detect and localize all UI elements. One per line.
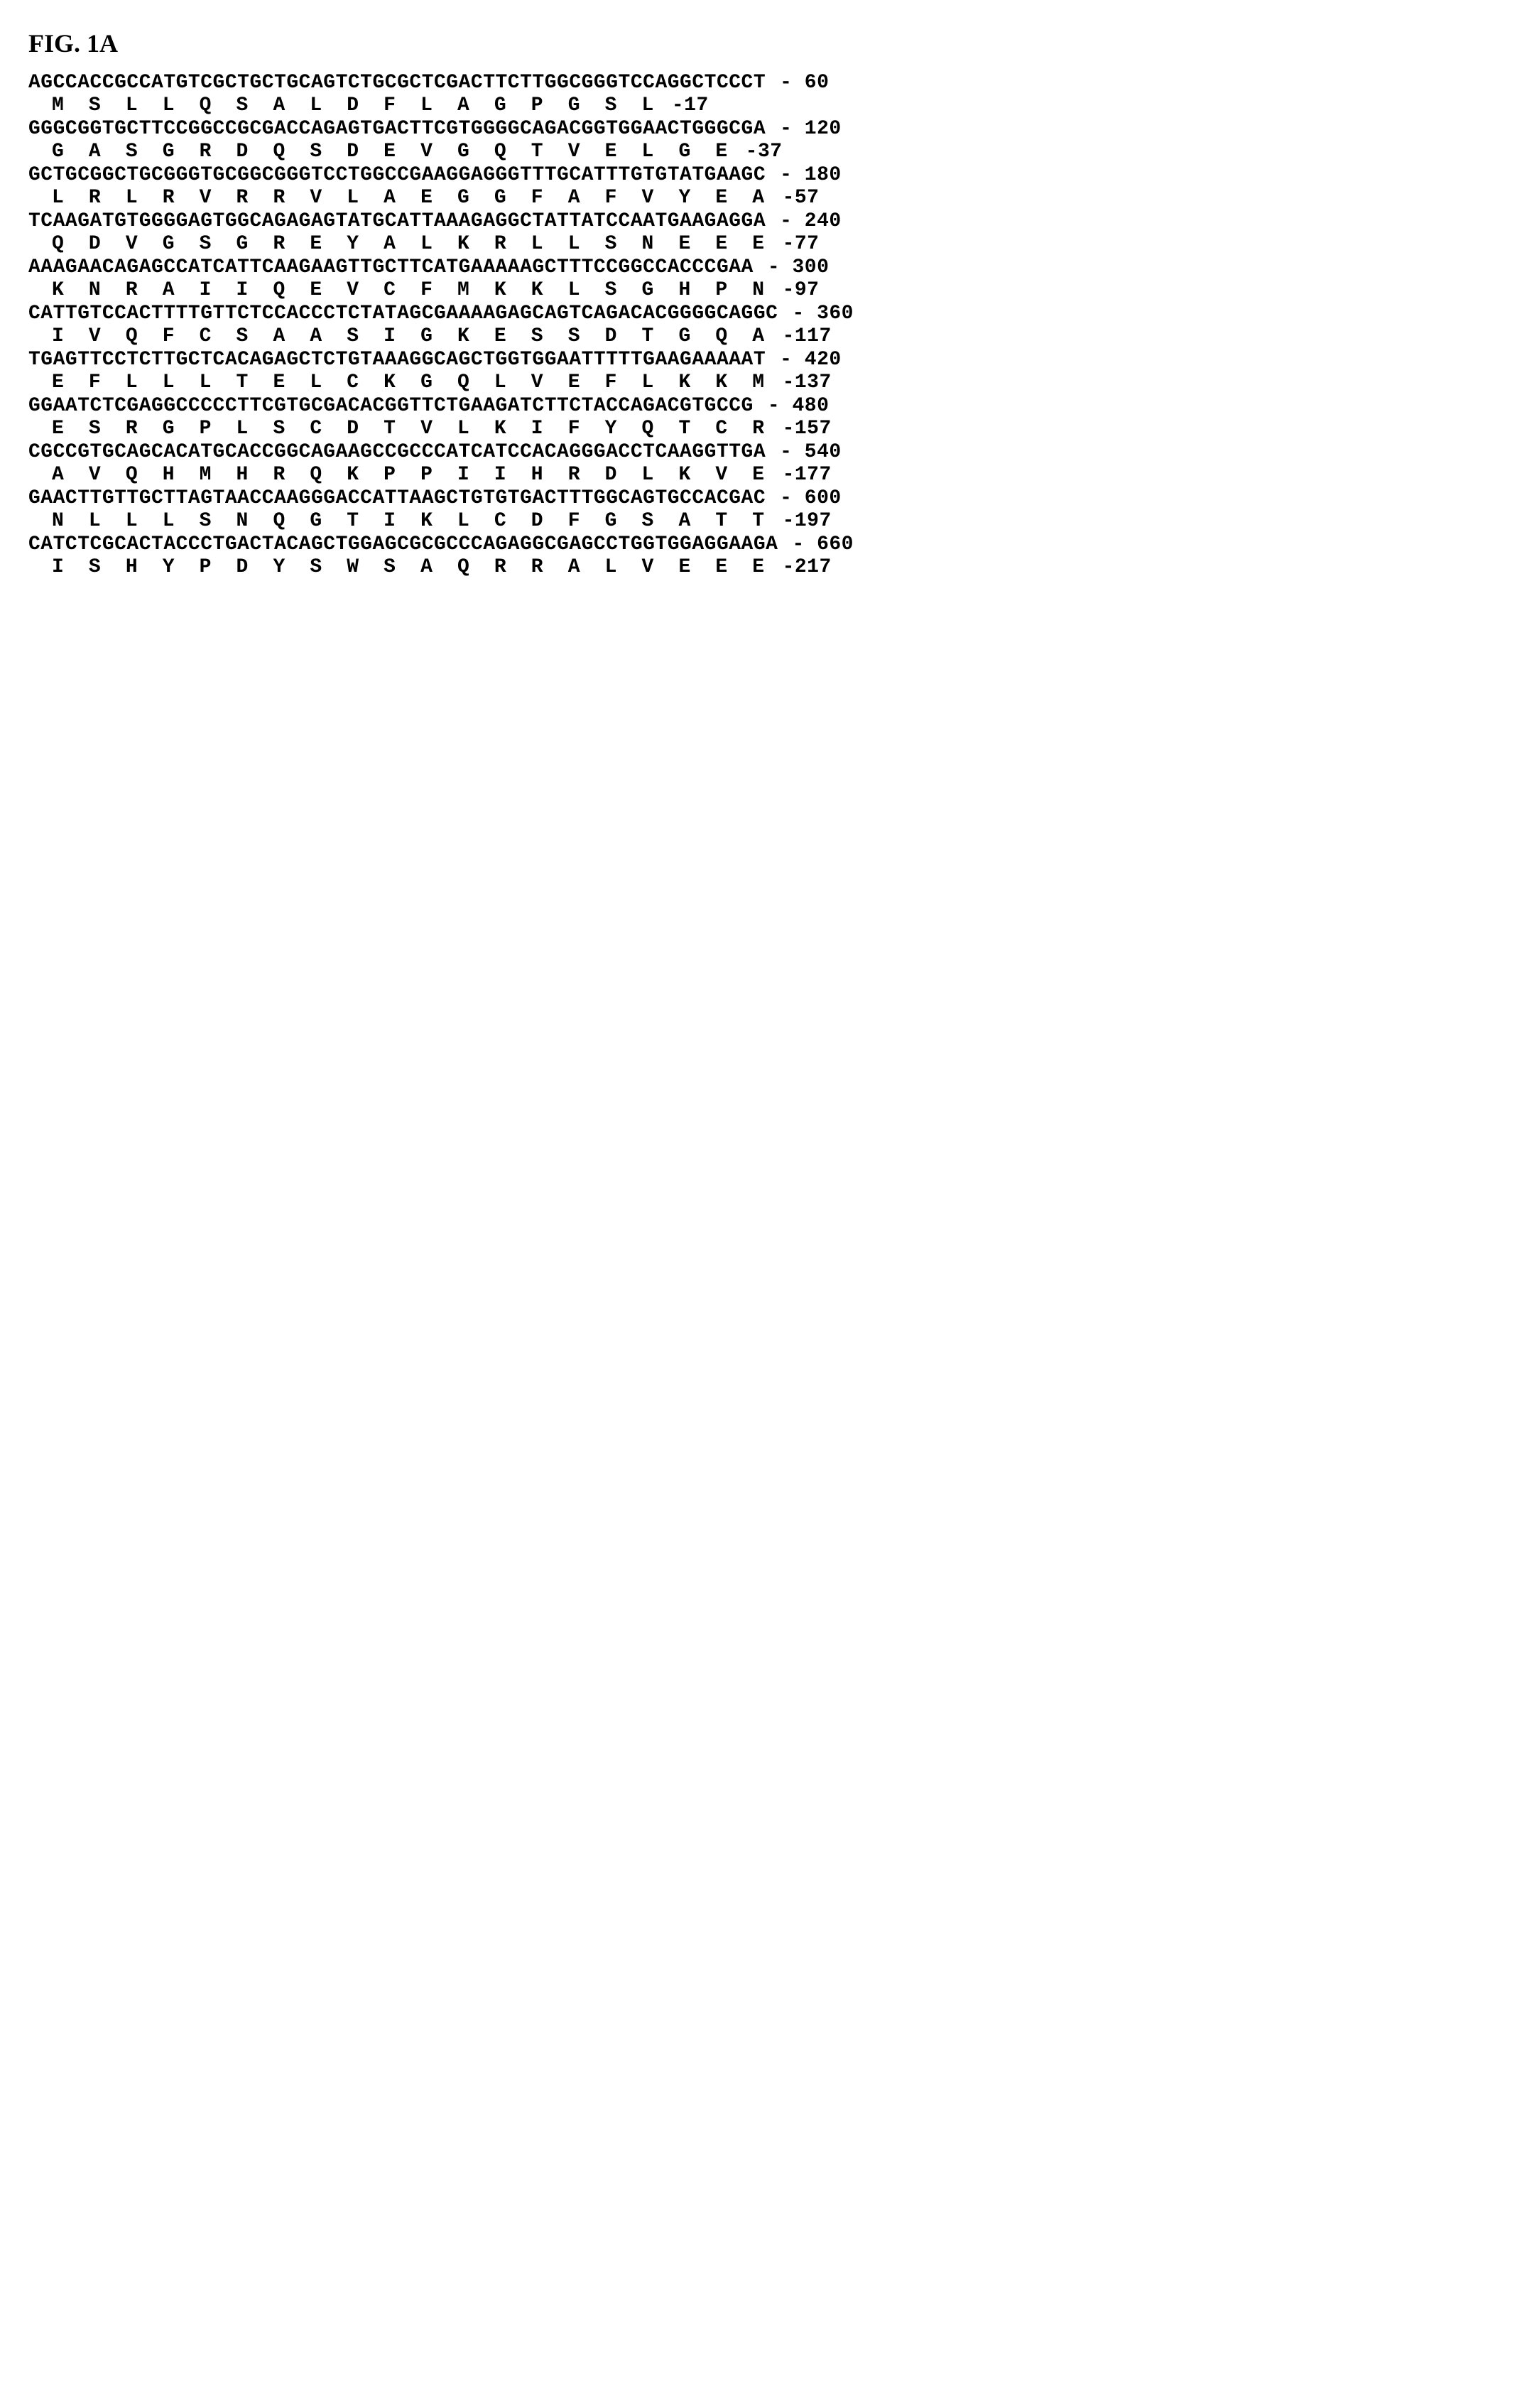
nucleotide-sequence: CATCTCGCACTACCCTGACTACAGCTGGAGCGCGCCCAGA… [28,534,778,556]
nucleotide-sequence: CGCCGTGCAGCACATGCACCGGCAGAAGCCGCCCATCATC… [28,442,766,464]
protein-sequence: Q D V G S G R E Y A L K R L L S N E E E [52,233,765,256]
sequence-pair: CATCTCGCACTACCCTGACTACAGCTGGAGCGCGCCCAGA… [28,534,1489,579]
nucleotide-sequence: AAAGAACAGAGCCATCATTCAAGAAGTTGCTTCATGAAAA… [28,257,754,279]
protein-position: -217 [783,556,832,579]
protein-position: -157 [783,418,832,440]
nucleotide-position: - 420 [780,349,842,371]
nucleotide-position: - 240 [780,211,842,233]
protein-sequence: G A S G R D Q S D E V G Q T V E L G E [52,141,728,163]
nucleotide-sequence: TCAAGATGTGGGGAGTGGCAGAGAGTATGCATTAAAGAGG… [28,211,766,233]
nucleotide-line: GAACTTGTTGCTTAGTAACCAAGGGACCATTAAGCTGTGT… [28,488,1489,510]
protein-line: E S R G P L S C D T V L K I F Y Q T C R-… [52,418,1489,440]
protein-position: -137 [783,371,832,394]
figure-label: FIG. 1A [28,28,1489,58]
nucleotide-line: AAAGAACAGAGCCATCATTCAAGAAGTTGCTTCATGAAAA… [28,257,1489,279]
nucleotide-sequence: CATTGTCCACTTTTGTTCTCCACCCTCTATAGCGAAAAGA… [28,303,778,325]
protein-position: -77 [783,233,820,256]
protein-sequence: N L L L S N Q G T I K L C D F G S A T T [52,510,765,533]
protein-line: I S H Y P D Y S W S A Q R R A L V E E E-… [52,556,1489,579]
nucleotide-line: GGGCGGTGCTTCCGGCCGCGACCAGAGTGACTTCGTGGGG… [28,119,1489,141]
protein-sequence: A V Q H M H R Q K P P I I H R D L K V E [52,464,765,487]
protein-position: -57 [783,187,820,210]
sequence-pair: AGCCACCGCCATGTCGCTGCTGCAGTCTGCGCTCGACTTC… [28,72,1489,117]
protein-line: L R L R V R R V L A E G G F A F V Y E A-… [52,187,1489,210]
nucleotide-line: CATCTCGCACTACCCTGACTACAGCTGGAGCGCGCCCAGA… [28,534,1489,556]
nucleotide-line: TGAGTTCCTCTTGCTCACAGAGCTCTGTAAAGGCAGCTGG… [28,349,1489,371]
nucleotide-sequence: GGGCGGTGCTTCCGGCCGCGACCAGAGTGACTTCGTGGGG… [28,119,766,141]
nucleotide-position: - 60 [780,72,829,94]
protein-sequence: L R L R V R R V L A E G G F A F V Y E A [52,187,765,210]
nucleotide-line: CATTGTCCACTTTTGTTCTCCACCCTCTATAGCGAAAAGA… [28,303,1489,325]
nucleotide-position: - 360 [792,303,854,325]
nucleotide-sequence: GAACTTGTTGCTTAGTAACCAAGGGACCATTAAGCTGTGT… [28,488,766,510]
protein-line: A V Q H M H R Q K P P I I H R D L K V E-… [52,464,1489,487]
nucleotide-line: TCAAGATGTGGGGAGTGGCAGAGAGTATGCATTAAAGAGG… [28,211,1489,233]
nucleotide-position: - 600 [780,488,842,510]
nucleotide-sequence: GGAATCTCGAGGCCCCCTTCGTGCGACACGGTTCTGAAGA… [28,396,754,418]
nucleotide-sequence: TGAGTTCCTCTTGCTCACAGAGCTCTGTAAAGGCAGCTGG… [28,349,766,371]
nucleotide-position: - 540 [780,442,842,464]
protein-position: -197 [783,510,832,533]
protein-line: G A S G R D Q S D E V G Q T V E L G E -37 [52,141,1489,163]
protein-sequence: I V Q F C S A A S I G K E S S D T G Q A [52,325,765,348]
sequence-pair: GCTGCGGCTGCGGGTGCGGCGGGTCCTGGCCGAAGGAGGG… [28,165,1489,210]
protein-sequence: M S L L Q S A L D F L A G P G S L [52,94,654,117]
protein-line: Q D V G S G R E Y A L K R L L S N E E E-… [52,233,1489,256]
nucleotide-position: - 180 [780,165,842,187]
protein-sequence: I S H Y P D Y S W S A Q R R A L V E E E [52,556,765,579]
protein-line: I V Q F C S A A S I G K E S S D T G Q A-… [52,325,1489,348]
nucleotide-line: GGAATCTCGAGGCCCCCTTCGTGCGACACGGTTCTGAAGA… [28,396,1489,418]
sequence-pair: TCAAGATGTGGGGAGTGGCAGAGAGTATGCATTAAAGAGG… [28,211,1489,256]
protein-sequence: E S R G P L S C D T V L K I F Y Q T C R [52,418,765,440]
protein-position: -37 [746,141,783,163]
protein-line: N L L L S N Q G T I K L C D F G S A T T-… [52,510,1489,533]
sequence-pair: AAAGAACAGAGCCATCATTCAAGAAGTTGCTTCATGAAAA… [28,257,1489,302]
nucleotide-position: - 120 [780,119,842,141]
sequence-pair: TGAGTTCCTCTTGCTCACAGAGCTCTGTAAAGGCAGCTGG… [28,349,1489,394]
protein-line: E F L L L T E L C K G Q L V E F L K K M-… [52,371,1489,394]
nucleotide-sequence: GCTGCGGCTGCGGGTGCGGCGGGTCCTGGCCGAAGGAGGG… [28,165,766,187]
sequence-pair: GAACTTGTTGCTTAGTAACCAAGGGACCATTAAGCTGTGT… [28,488,1489,533]
sequence-pair: CGCCGTGCAGCACATGCACCGGCAGAAGCCGCCCATCATC… [28,442,1489,487]
protein-sequence: K N R A I I Q E V C F M K K L S G H P N [52,279,765,302]
protein-position: -17 [672,94,709,117]
protein-line: K N R A I I Q E V C F M K K L S G H P N-… [52,279,1489,302]
nucleotide-position: - 300 [768,257,830,279]
nucleotide-line: GCTGCGGCTGCGGGTGCGGCGGGTCCTGGCCGAAGGAGGG… [28,165,1489,187]
nucleotide-line: CGCCGTGCAGCACATGCACCGGCAGAAGCCGCCCATCATC… [28,442,1489,464]
protein-position: -117 [783,325,832,348]
protein-position: -97 [783,279,820,302]
sequence-pair: GGAATCTCGAGGCCCCCTTCGTGCGACACGGTTCTGAAGA… [28,396,1489,440]
sequence-pair: GGGCGGTGCTTCCGGCCGCGACCAGAGTGACTTCGTGGGG… [28,119,1489,163]
nucleotide-position: - 660 [792,534,854,556]
nucleotide-line: AGCCACCGCCATGTCGCTGCTGCAGTCTGCGCTCGACTTC… [28,72,1489,94]
protein-line: M S L L Q S A L D F L A G P G S L -17 [52,94,1489,117]
protein-sequence: E F L L L T E L C K G Q L V E F L K K M [52,371,765,394]
sequence-container: AGCCACCGCCATGTCGCTGCTGCAGTCTGCGCTCGACTTC… [28,72,1489,579]
protein-position: -177 [783,464,832,487]
nucleotide-position: - 480 [768,396,830,418]
sequence-pair: CATTGTCCACTTTTGTTCTCCACCCTCTATAGCGAAAAGA… [28,303,1489,348]
nucleotide-sequence: AGCCACCGCCATGTCGCTGCTGCAGTCTGCGCTCGACTTC… [28,72,766,94]
